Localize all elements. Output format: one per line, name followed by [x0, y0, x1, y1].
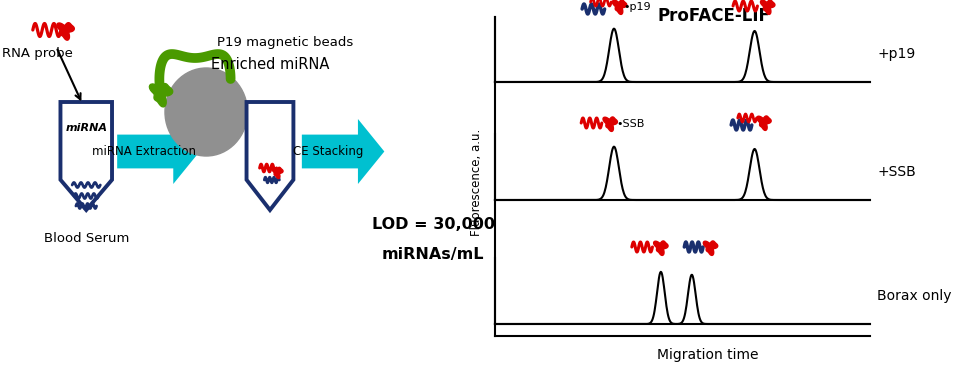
Text: •p19: •p19 [624, 2, 651, 12]
Text: miRNA: miRNA [65, 123, 107, 133]
Polygon shape [603, 117, 618, 131]
Polygon shape [57, 23, 74, 40]
Text: LOD = 30,000: LOD = 30,000 [371, 217, 495, 231]
Text: P19 magnetic beads: P19 magnetic beads [218, 35, 353, 48]
Text: Borax only: Borax only [878, 289, 952, 303]
Text: Enriched miRNA: Enriched miRNA [211, 57, 329, 71]
Text: CE Stacking: CE Stacking [293, 145, 364, 158]
Polygon shape [149, 84, 173, 107]
Text: Fluorescence, a.u.: Fluorescence, a.u. [470, 128, 482, 235]
Text: Migration time: Migration time [657, 348, 758, 362]
Polygon shape [302, 119, 384, 184]
Polygon shape [117, 119, 200, 184]
Polygon shape [760, 0, 775, 15]
Polygon shape [612, 0, 626, 15]
Polygon shape [756, 116, 772, 131]
Polygon shape [246, 102, 293, 210]
Text: ProFACE-LIF: ProFACE-LIF [658, 7, 771, 25]
Polygon shape [272, 167, 283, 179]
Text: +p19: +p19 [878, 47, 916, 61]
Text: Blood Serum: Blood Serum [44, 232, 129, 245]
Text: miRNAs/mL: miRNAs/mL [382, 247, 484, 262]
Text: •SSB: •SSB [616, 119, 645, 129]
Text: +SSB: +SSB [878, 165, 916, 179]
Circle shape [165, 68, 247, 156]
Polygon shape [653, 241, 668, 256]
Text: miRNA Extraction: miRNA Extraction [92, 145, 196, 158]
Polygon shape [703, 241, 718, 256]
Polygon shape [60, 102, 112, 210]
Text: RNA probe: RNA probe [2, 47, 73, 60]
